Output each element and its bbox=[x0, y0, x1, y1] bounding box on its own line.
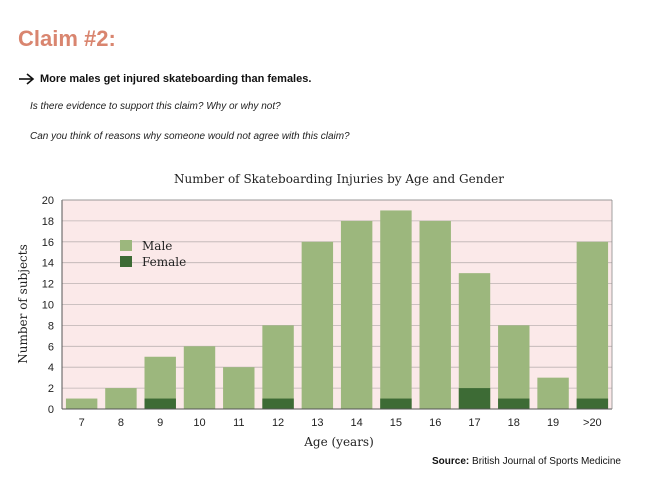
source-text: British Journal of Sports Medicine bbox=[472, 456, 621, 467]
bar-male-17 bbox=[458, 273, 491, 409]
bar-male-8 bbox=[105, 388, 137, 409]
claim-title: Claim #2: bbox=[18, 26, 116, 51]
bar-female-18 bbox=[498, 398, 530, 409]
x-tick-label: >20 bbox=[583, 417, 602, 429]
bar-female-9 bbox=[144, 398, 176, 409]
x-tick-label: 18 bbox=[508, 417, 520, 429]
x-tick-label: 16 bbox=[429, 417, 441, 429]
bar-male-13 bbox=[301, 241, 334, 409]
x-tick-label: 19 bbox=[547, 417, 559, 429]
y-axis-label: Number of subjects bbox=[16, 244, 30, 364]
bar-male-12 bbox=[262, 325, 294, 409]
question-disagree: Can you think of reasons why someone wou… bbox=[30, 131, 350, 142]
y-tick-label: 16 bbox=[42, 237, 54, 249]
bar-male-11 bbox=[223, 367, 255, 409]
y-tick-label: 8 bbox=[48, 320, 54, 332]
x-tick-label: 8 bbox=[118, 417, 124, 429]
y-tick-label: 10 bbox=[42, 300, 54, 312]
bar-male-16 bbox=[419, 220, 451, 409]
bar-male-15 bbox=[380, 210, 412, 409]
x-tick-label: 12 bbox=[272, 417, 284, 429]
y-tick-label: 6 bbox=[48, 341, 54, 353]
bar-female-17 bbox=[458, 388, 491, 409]
bar-female-12 bbox=[262, 398, 294, 409]
legend-label-male: Male bbox=[142, 239, 172, 253]
arrow-right-icon bbox=[19, 73, 35, 85]
y-tick-label: 12 bbox=[42, 279, 54, 291]
x-tick-label: 11 bbox=[233, 417, 244, 429]
x-tick-label: 17 bbox=[468, 417, 480, 429]
y-tick-label: 2 bbox=[48, 383, 54, 395]
x-tick-label: 13 bbox=[311, 417, 323, 429]
bar-male-18 bbox=[498, 325, 530, 409]
legend-label-female: Female bbox=[142, 255, 186, 269]
legend-swatch-female bbox=[120, 256, 132, 267]
claim-statement: More males get injured skateboarding tha… bbox=[18, 72, 311, 86]
x-tick-label: 7 bbox=[79, 417, 85, 429]
y-tick-label: 4 bbox=[48, 362, 54, 374]
source-label: Source: bbox=[432, 456, 470, 467]
x-tick-label: 14 bbox=[351, 417, 363, 429]
question-evidence: Is there evidence to support this claim?… bbox=[30, 101, 281, 112]
bar-male-7 bbox=[65, 398, 98, 409]
x-tick-label: 9 bbox=[157, 417, 163, 429]
y-tick-label: 18 bbox=[42, 216, 54, 228]
chart-title: Number of Skateboarding Injuries by Age … bbox=[174, 172, 504, 186]
claim-text: More males get injured skateboarding tha… bbox=[40, 73, 312, 85]
legend-swatch-male bbox=[120, 240, 132, 251]
x-tick-label: 10 bbox=[193, 417, 205, 429]
bar-male->20 bbox=[576, 241, 609, 409]
bar-female-15 bbox=[380, 398, 412, 409]
injuries-chart: 0 2 4 6 8 10 12 14 16 18 20 7 8 9 10 11 12 13 14 15 16 17 18 19… bbox=[16, 172, 613, 449]
y-tick-label: 20 bbox=[42, 195, 54, 207]
source-note: Source: British Journal of Sports Medici… bbox=[432, 456, 621, 467]
y-tick-label: 0 bbox=[48, 404, 54, 416]
bar-male-10 bbox=[183, 346, 216, 409]
x-axis-label: Age (years) bbox=[303, 435, 374, 449]
x-tick-label: 15 bbox=[390, 417, 402, 429]
bar-male-14 bbox=[340, 220, 373, 409]
bar-female->20 bbox=[576, 398, 609, 409]
y-tick-label: 14 bbox=[42, 258, 54, 270]
bar-male-19 bbox=[537, 377, 569, 409]
